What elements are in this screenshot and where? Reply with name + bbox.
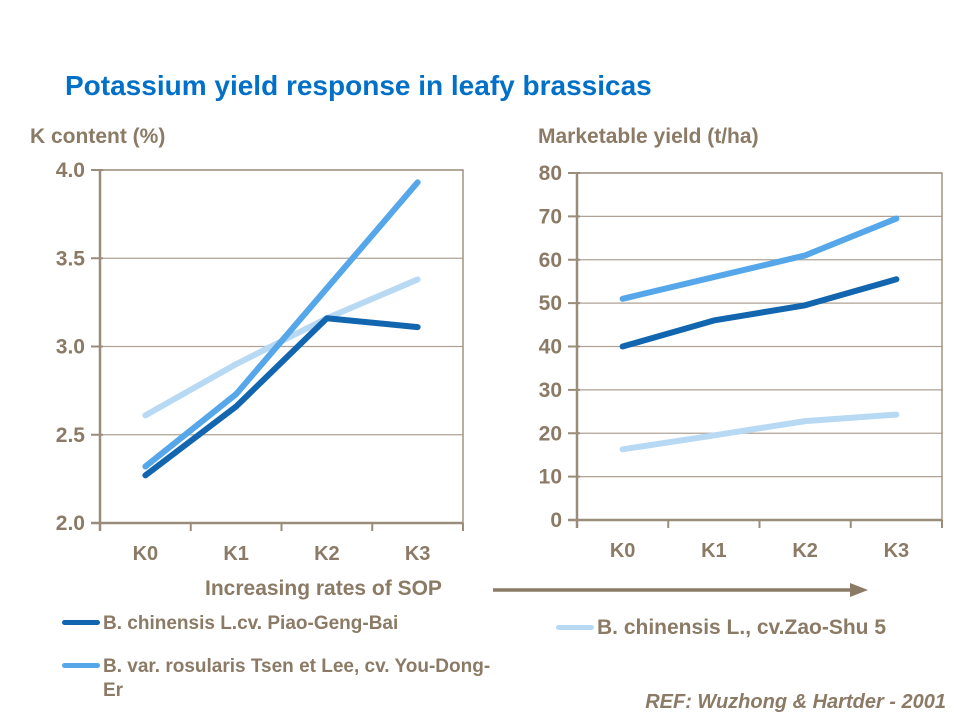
- svg-text:4.0: 4.0: [56, 159, 85, 182]
- svg-text:2.0: 2.0: [56, 512, 85, 535]
- page-title: Potassium yield response in leafy brassi…: [65, 70, 652, 101]
- svg-text:20: 20: [539, 422, 562, 445]
- svg-text:K1: K1: [223, 543, 249, 565]
- legend-label: B. var. rosularis Tsen et Lee, cv. You-D…: [103, 656, 491, 701]
- svg-text:40: 40: [539, 336, 562, 359]
- svg-text:0: 0: [550, 509, 562, 532]
- k-content-chart: 2.0 2.5 3.0 3.5 4.0 K0 K1 K2 K3: [56, 159, 464, 565]
- svg-text:K0: K0: [610, 540, 636, 562]
- legend-item: B. chinensis L.cv. Piao-Geng-Bai: [62, 612, 398, 636]
- legend-line-swatch: [62, 663, 100, 668]
- svg-text:3.5: 3.5: [56, 247, 86, 270]
- svg-text:70: 70: [539, 205, 562, 228]
- legend-line-swatch: [62, 620, 100, 625]
- svg-text:50: 50: [539, 292, 562, 315]
- reference-citation: REF: Wuzhong & Hartder - 2001: [645, 691, 946, 713]
- legend-label: B. chinensis L., cv.Zao-Shu 5: [597, 616, 887, 639]
- legend-line-swatch: [556, 625, 594, 630]
- svg-text:K3: K3: [405, 543, 431, 565]
- svg-text:2.5: 2.5: [56, 424, 86, 447]
- svg-text:80: 80: [539, 162, 562, 185]
- legend-label: B. chinensis L.cv. Piao-Geng-Bai: [103, 613, 399, 634]
- svg-text:30: 30: [539, 379, 562, 402]
- marketable-yield-chart: 0 10 20 30 40 50 60 70 80 K0 K1 K2 K3: [539, 162, 943, 562]
- svg-text:3.0: 3.0: [56, 336, 85, 359]
- svg-text:K2: K2: [792, 540, 818, 562]
- svg-text:K1: K1: [701, 540, 727, 562]
- svg-text:K2: K2: [314, 543, 340, 565]
- svg-text:K3: K3: [884, 540, 910, 562]
- legend-item: B. chinensis L., cv.Zao-Shu 5: [556, 615, 886, 641]
- sop-axis-label: Increasing rates of SOP: [205, 577, 442, 600]
- k-content-axis-title: K content (%): [30, 125, 166, 148]
- svg-text:60: 60: [539, 249, 562, 272]
- svg-text:10: 10: [539, 466, 562, 489]
- legend-item: B. var. rosularis Tsen et Lee, cv. You-D…: [62, 655, 498, 703]
- svg-text:K0: K0: [133, 543, 159, 565]
- marketable-yield-axis-title: Marketable yield (t/ha): [538, 125, 759, 148]
- arrow-right-icon: [493, 583, 868, 597]
